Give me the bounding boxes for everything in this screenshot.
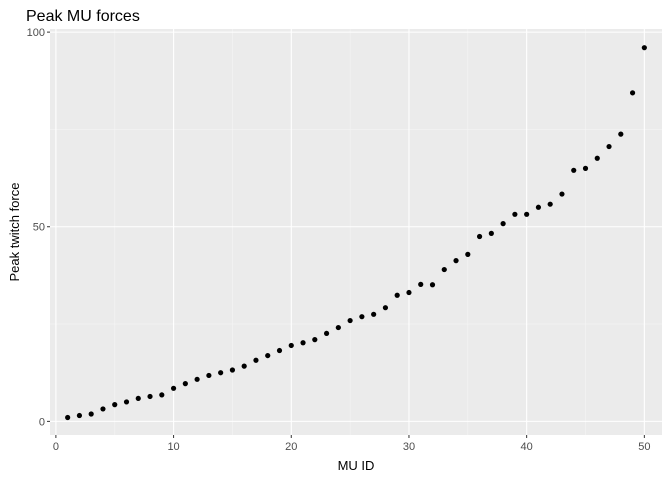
data-point <box>241 363 247 369</box>
data-point <box>594 155 600 161</box>
data-point <box>276 347 283 354</box>
data-point <box>606 143 612 150</box>
data-point <box>641 45 647 51</box>
data-point <box>488 230 494 236</box>
data-point <box>406 289 412 296</box>
x-tick-label: 50 <box>638 441 650 453</box>
x-axis: 0 10 20 30 40 50 <box>53 435 650 453</box>
data-point <box>535 204 542 210</box>
x-axis-title: MU ID <box>338 458 375 473</box>
data-point <box>371 311 377 317</box>
data-point <box>253 357 259 363</box>
x-tick-label: 10 <box>167 441 179 453</box>
plot-panel <box>50 29 662 435</box>
x-tick-label: 40 <box>521 441 533 453</box>
data-point <box>512 211 518 217</box>
data-point <box>100 406 106 412</box>
data-point <box>265 352 271 359</box>
data-point <box>112 402 118 408</box>
data-point <box>323 330 330 337</box>
minor-gridlines <box>50 29 662 435</box>
y-tick-label: 50 <box>33 222 45 234</box>
data-point <box>300 340 306 346</box>
x-tick-label: 20 <box>285 441 297 453</box>
data-point <box>206 372 212 379</box>
data-point <box>629 90 636 96</box>
data-point <box>288 342 294 349</box>
data-point <box>335 324 341 331</box>
data-point <box>229 367 236 373</box>
data-point <box>453 258 459 264</box>
data-point <box>429 282 436 288</box>
data-point <box>218 370 224 376</box>
data-point <box>382 305 389 311</box>
y-tick-label: 0 <box>39 416 45 428</box>
y-axis-title: Peak twitch force <box>7 183 22 282</box>
x-tick-label: 0 <box>53 441 59 453</box>
data-point <box>524 211 530 217</box>
y-tick-label: 100 <box>27 27 45 39</box>
chart-title: Peak MU forces <box>26 8 140 25</box>
data-point <box>347 317 353 324</box>
data-point <box>312 337 318 343</box>
data-point <box>476 233 483 240</box>
x-tick-label: 30 <box>403 441 415 453</box>
data-point <box>547 201 553 207</box>
data-point <box>182 381 188 387</box>
data-point <box>582 165 589 171</box>
data-point <box>159 392 165 398</box>
data-point <box>123 399 130 405</box>
data-point <box>76 412 83 419</box>
data-point <box>88 411 94 417</box>
data-point <box>135 395 141 402</box>
data-point <box>618 131 624 137</box>
data-point <box>394 292 400 298</box>
data-point <box>441 266 447 273</box>
data-point <box>559 191 565 197</box>
data-point <box>359 314 365 320</box>
data-point <box>500 221 506 227</box>
data-points <box>65 45 647 421</box>
data-point <box>147 393 153 400</box>
data-point <box>418 281 424 287</box>
data-point <box>65 414 71 421</box>
data-point <box>465 251 471 257</box>
data-point <box>194 376 200 382</box>
major-gridlines <box>50 29 662 435</box>
data-point <box>170 385 177 391</box>
y-axis: 0 50 100 <box>27 27 50 428</box>
data-point <box>571 167 577 173</box>
